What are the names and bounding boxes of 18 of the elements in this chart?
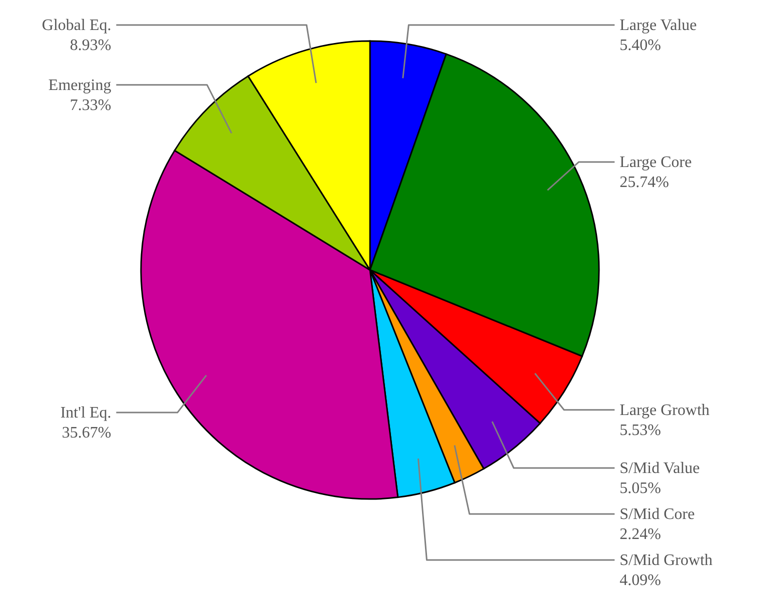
data-label: 7.33% xyxy=(70,96,112,114)
data-label: 4.09% xyxy=(620,572,661,589)
data-label: 35.67% xyxy=(62,424,112,442)
slice-label: Large Core xyxy=(620,154,692,171)
data-label: 25.74% xyxy=(620,174,669,191)
data-label: 5.05% xyxy=(620,480,661,497)
slice-label: Int'l Eq. xyxy=(60,404,112,422)
data-label: 8.93% xyxy=(70,37,112,54)
slice-label: Global Eq. xyxy=(42,17,112,34)
data-label: 2.24% xyxy=(620,526,661,543)
slice-label: S/Mid Core xyxy=(620,506,695,523)
data-label: 5.40% xyxy=(620,37,661,54)
slice-label: S/Mid Value xyxy=(620,460,700,477)
slice-label: S/Mid Growth xyxy=(620,552,713,569)
slice-label: Large Growth xyxy=(620,402,710,419)
slice-label: Emerging xyxy=(48,76,112,94)
slice-label: Large Value xyxy=(620,17,697,34)
data-label: 5.53% xyxy=(620,422,661,439)
